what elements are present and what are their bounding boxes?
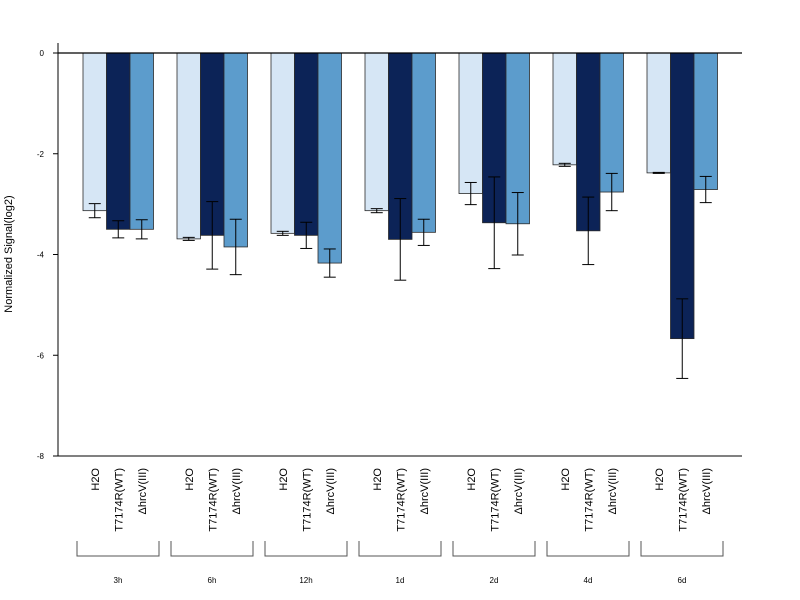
group-bracket-2d xyxy=(452,541,536,557)
bar-4d-h2o xyxy=(552,52,577,166)
bar-label-6d-wt: T7174R(WT) xyxy=(677,468,689,532)
bar-1d-hrcv xyxy=(411,52,436,233)
bar-label-6d-h2o: H2O xyxy=(654,468,666,491)
bar-label-2d-h2o: H2O xyxy=(466,468,478,491)
group-label-12h: 12h xyxy=(299,576,312,585)
group-bracket-3h xyxy=(76,541,160,557)
bar-label-3h-wt: T7174R(WT) xyxy=(113,468,125,532)
bar-12h-h2o xyxy=(270,52,295,234)
bar-label-1d-wt: T7174R(WT) xyxy=(395,468,407,532)
bar-6d-hrcv xyxy=(693,52,718,190)
bar-1d-h2o xyxy=(364,52,389,212)
bar-label-1d-hrcv: ΔhrcV(III) xyxy=(419,468,431,514)
group-label-6d: 6d xyxy=(678,576,687,585)
group-bracket-4d xyxy=(546,541,630,557)
bar-label-2d-wt: T7174R(WT) xyxy=(489,468,501,532)
bar-3h-h2o xyxy=(82,52,107,212)
bar-label-1d-h2o: H2O xyxy=(372,468,384,491)
y-tick-label-1: -2 xyxy=(37,150,45,159)
bar-label-12h-hrcv: ΔhrcV(III) xyxy=(325,468,337,514)
bar-label-12h-h2o: H2O xyxy=(278,468,290,491)
group-bracket-1d xyxy=(358,541,442,557)
y-axis-label: Normalized Signal(log2) xyxy=(3,195,15,312)
group-bracket-6h xyxy=(170,541,254,557)
y-tick-label-2: -4 xyxy=(37,251,45,260)
bar-label-6d-hrcv: ΔhrcV(III) xyxy=(701,468,713,514)
y-tick-label-0: 0 xyxy=(40,49,45,58)
bar-label-3h-h2o: H2O xyxy=(90,468,102,491)
bar-6h-hrcv xyxy=(223,52,248,248)
bar-label-12h-wt: T7174R(WT) xyxy=(301,468,313,532)
bar-3h-hrcv xyxy=(129,52,154,230)
bar-label-3h-hrcv: ΔhrcV(III) xyxy=(137,468,149,514)
bar-label-4d-h2o: H2O xyxy=(560,468,572,491)
y-tick-label-4: -8 xyxy=(37,452,45,461)
group-bracket-6d xyxy=(640,541,724,557)
bar-3h-wt xyxy=(106,52,131,230)
bar-6d-wt xyxy=(670,52,695,340)
bar-label-6h-h2o: H2O xyxy=(184,468,196,491)
bar-label-6h-hrcv: ΔhrcV(III) xyxy=(231,468,243,514)
bar-label-4d-wt: T7174R(WT) xyxy=(583,468,595,532)
bar-label-4d-hrcv: ΔhrcV(III) xyxy=(607,468,619,514)
bar-6h-h2o xyxy=(176,52,201,240)
bar-12h-hrcv xyxy=(317,52,342,264)
group-label-1d: 1d xyxy=(396,576,405,585)
bar-12h-wt xyxy=(294,52,319,236)
bar-2d-h2o xyxy=(458,52,483,194)
y-tick-label-3: -6 xyxy=(37,351,45,360)
group-label-6h: 6h xyxy=(208,576,217,585)
bar-label-6h-wt: T7174R(WT) xyxy=(207,468,219,532)
bar-4d-hrcv xyxy=(599,52,624,193)
bar-label-2d-hrcv: ΔhrcV(III) xyxy=(513,468,525,514)
group-bracket-12h xyxy=(264,541,348,557)
group-label-2d: 2d xyxy=(490,576,499,585)
group-label-4d: 4d xyxy=(584,576,593,585)
group-label-3h: 3h xyxy=(114,576,123,585)
bar-6d-h2o xyxy=(646,52,671,174)
